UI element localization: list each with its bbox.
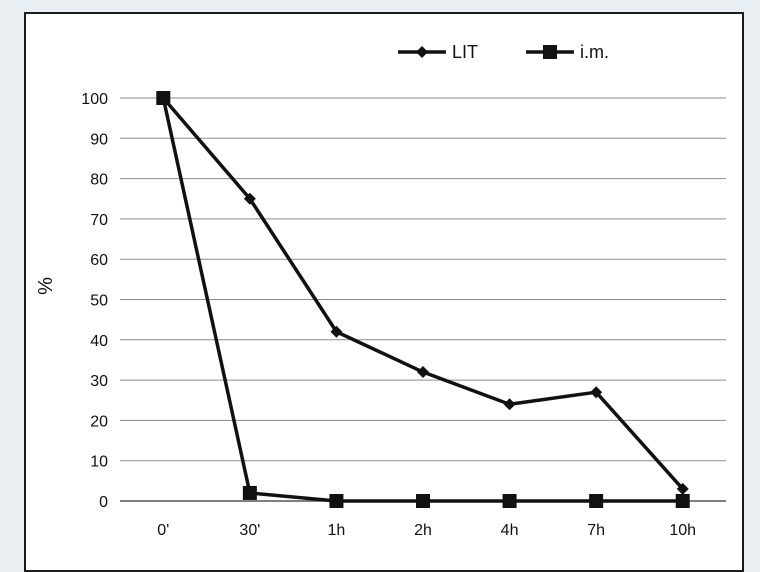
x-tick-label: 4h [501,522,519,539]
y-axis-title: % [35,277,57,295]
x-tick-label: 0' [157,522,169,539]
data-point-1-3 [416,494,430,508]
y-tick-label: 10 [90,454,108,471]
legend-marker-0 [416,46,428,58]
legend-label-1: i.m. [580,42,609,62]
line-chart: % 0 10 20 30 40 50 60 70 80 90 100 0' 30' 1h 2h 4h 7h 10… [35,42,726,539]
series-layer [156,91,690,508]
gridlines [120,97,726,502]
y-tick-label: 0 [99,494,108,511]
data-point-0-4 [503,398,516,411]
y-tick-labels: 0 10 20 30 40 50 60 70 80 90 100 [81,91,108,511]
legend-marker-1 [543,45,557,59]
data-point-1-6 [675,494,690,508]
x-tick-label: 1h [328,522,346,539]
series-line-0 [161,96,685,491]
y-tick-label: 50 [90,293,108,310]
legend-label-0: LIT [452,42,478,62]
y-tick-label: 30 [90,373,108,390]
x-tick-label: 2h [414,522,432,539]
data-point-0-1 [243,192,256,205]
x-tick-label: 10h [669,522,696,539]
data-point-1-0 [156,91,171,105]
series-1 [156,91,690,508]
x-tick-label: 7h [587,522,605,539]
data-point-0-5 [590,386,603,399]
data-point-0-2 [330,325,343,338]
y-tick-label: 100 [81,91,108,108]
data-point-0-3 [417,366,429,379]
data-point-0-6 [676,482,689,495]
x-tick-label: 30' [239,522,260,539]
data-point-1-1 [242,485,257,500]
data-point-1-2 [329,494,344,508]
data-point-1-4 [502,494,517,508]
y-tick-label: 70 [90,212,108,229]
legend: LIT i.m. [398,42,609,62]
y-tick-label: 80 [90,172,108,189]
y-tick-label: 60 [90,252,108,269]
x-tick-labels: 0' 30' 1h 2h 4h 7h 10h [157,522,696,539]
data-point-1-5 [589,494,604,508]
y-tick-label: 40 [90,333,108,350]
y-tick-label: 90 [90,131,108,148]
y-tick-label: 20 [90,413,108,430]
chart-frame: % 0 10 20 30 40 50 60 70 80 90 100 0' 30' 1h 2h 4h 7h 10… [24,12,744,572]
